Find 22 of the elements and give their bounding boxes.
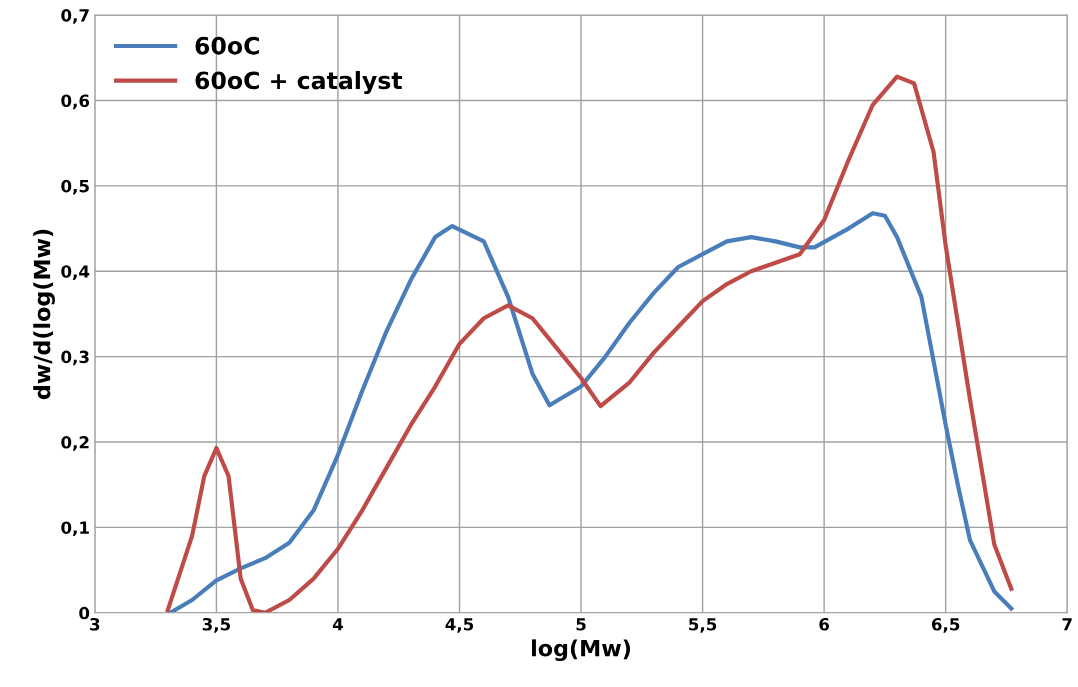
x-tick-label: 3 — [90, 617, 100, 631]
x-tick-label: 7 — [1062, 618, 1072, 631]
legend-label: 60oC + catalyst — [195, 71, 403, 95]
y-tick-label: 0,4 — [61, 265, 90, 280]
x-tick-label: 6 — [819, 617, 830, 631]
x-tick-label: 4,5 — [445, 618, 474, 633]
y-tick-label: 0 — [79, 606, 90, 620]
y-tick-label: 0,7 — [61, 9, 89, 24]
y-axis-title: dw/d(log(Mw) — [33, 229, 55, 400]
y-tick-label: 0,3 — [61, 350, 89, 366]
x-tick-label: 5,5 — [689, 618, 717, 633]
y-tick-label: 0,2 — [61, 436, 89, 451]
x-tick-label: 4 — [332, 618, 343, 631]
y-tick-label: 0,5 — [61, 179, 89, 195]
line-series — [168, 211, 1014, 613]
x-tick-label: 5 — [576, 618, 586, 631]
y-tick-label: 0,1 — [61, 521, 89, 537]
x-tick-label: 3,5 — [202, 617, 231, 633]
legend-label: 60oC — [195, 36, 259, 55]
x-axis-title: log(Mw) — [532, 639, 630, 662]
x-tick-label: 6,5 — [931, 617, 960, 633]
y-tick-label: 0,6 — [61, 94, 90, 110]
